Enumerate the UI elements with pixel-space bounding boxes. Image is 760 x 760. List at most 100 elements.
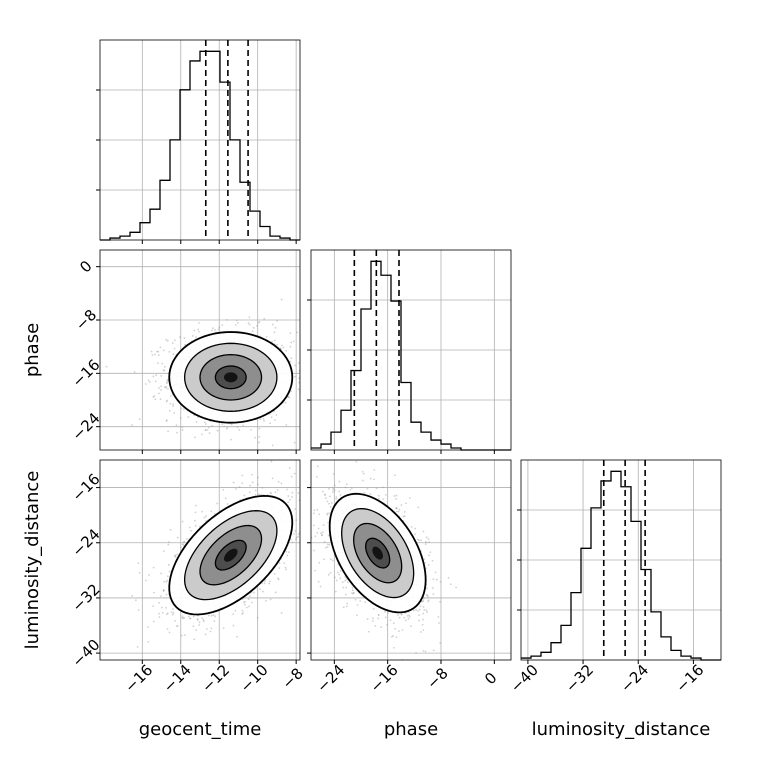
sample-point	[182, 541, 185, 544]
sample-point	[269, 598, 272, 601]
contour-line	[168, 494, 294, 616]
sample-point	[175, 424, 178, 427]
sample-point	[330, 502, 333, 504]
sample-point	[432, 649, 435, 652]
sample-point	[331, 559, 334, 562]
sample-point	[198, 330, 200, 333]
sample-point	[332, 473, 335, 475]
sample-point	[168, 350, 171, 353]
sample-point	[280, 612, 283, 614]
sample-point	[273, 573, 276, 575]
sample-point	[322, 380, 324, 382]
sample-point	[248, 491, 251, 494]
sample-point	[245, 606, 248, 609]
histogram-bin	[641, 570, 651, 660]
sample-point	[251, 330, 254, 333]
sample-point	[195, 629, 197, 632]
sample-point	[198, 624, 201, 626]
histogram-bin	[531, 656, 541, 660]
histogram-bin	[421, 432, 431, 450]
sample-point	[144, 383, 147, 385]
sample-point	[400, 613, 403, 616]
sample-point	[204, 429, 207, 432]
sample-point	[163, 550, 165, 553]
histogram-bin	[361, 309, 371, 450]
histogram-bin	[230, 140, 240, 240]
sample-point	[172, 608, 174, 610]
sample-point	[369, 493, 372, 495]
sample-point	[153, 353, 156, 356]
sample-point	[134, 599, 137, 602]
sample-point	[415, 652, 417, 654]
sample-point	[346, 602, 349, 605]
sample-point	[274, 591, 277, 594]
sample-point	[165, 606, 167, 609]
sample-point	[352, 592, 355, 595]
sample-point	[333, 489, 336, 492]
sample-point	[158, 616, 161, 618]
sample-point	[167, 387, 169, 390]
sample-point	[283, 562, 286, 565]
sample-point	[179, 416, 182, 419]
sample-point	[285, 568, 287, 571]
sample-point	[291, 491, 294, 494]
contour-line	[168, 331, 294, 424]
sample-point	[428, 541, 431, 543]
sample-point	[297, 535, 300, 538]
sample-point	[242, 424, 244, 427]
sample-point	[271, 323, 274, 326]
sample-point	[259, 418, 262, 421]
sample-point	[355, 460, 358, 463]
sample-point	[226, 318, 228, 321]
sample-point	[329, 571, 332, 574]
sample-point	[422, 606, 425, 608]
sample-point	[328, 543, 331, 546]
sample-point	[160, 388, 162, 391]
sample-point	[422, 600, 425, 602]
sample-point	[131, 594, 133, 597]
sample-point	[204, 429, 207, 431]
sample-point	[301, 369, 303, 371]
sample-point	[214, 615, 217, 618]
sample-point	[152, 396, 155, 398]
sample-point	[212, 614, 215, 617]
sample-point	[224, 497, 227, 500]
sample-point	[181, 543, 184, 546]
sample-point	[398, 630, 400, 632]
sample-point	[271, 477, 274, 480]
sample-point	[418, 614, 420, 617]
histogram-bin	[341, 410, 351, 450]
contour-line	[328, 492, 427, 614]
sample-point	[189, 617, 191, 620]
sample-point	[447, 576, 450, 579]
sample-point	[241, 482, 244, 485]
sample-point	[181, 426, 184, 429]
sample-point	[290, 357, 293, 360]
sample-point	[182, 471, 184, 473]
sample-point	[204, 633, 207, 636]
sample-point	[183, 540, 186, 543]
sample-point	[213, 513, 216, 515]
sample-point	[147, 641, 150, 643]
sample-point	[335, 496, 338, 498]
sample-point	[176, 625, 179, 627]
sample-point	[254, 436, 256, 439]
sample-point	[236, 321, 239, 324]
sample-point	[203, 620, 205, 623]
sample-point	[172, 353, 175, 356]
sample-point	[434, 571, 437, 574]
sample-point	[259, 588, 261, 591]
sample-point	[258, 320, 261, 323]
sample-point	[201, 510, 204, 513]
sample-point	[398, 616, 401, 619]
contour-line	[341, 507, 415, 599]
sample-point	[377, 617, 380, 620]
sample-point	[326, 543, 329, 546]
sample-point	[256, 483, 259, 486]
sample-point	[294, 530, 297, 532]
sample-point	[168, 409, 171, 412]
sample-point	[334, 590, 337, 593]
sample-point	[138, 418, 141, 420]
sample-point	[204, 423, 207, 425]
sample-point	[320, 532, 322, 535]
